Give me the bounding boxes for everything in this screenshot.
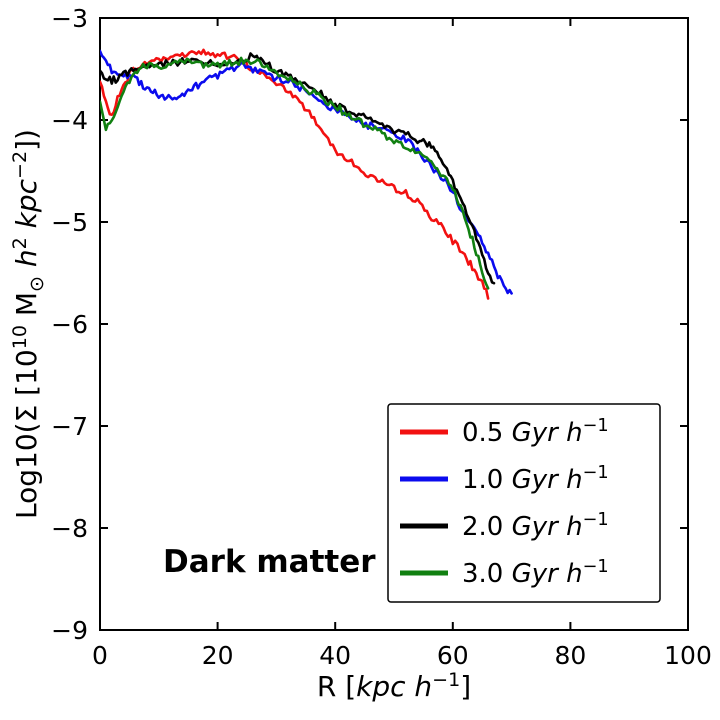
legend-label: 3.0 Gyr h−1 (462, 557, 609, 589)
x-tick-label: 100 (664, 641, 712, 670)
x-tick-label: 60 (437, 641, 469, 670)
y-tick-label: −9 (51, 616, 88, 645)
x-tick-labels: 0 20 40 60 80 100 (92, 641, 712, 670)
axis-ticks (99, 17, 689, 631)
series-line-1 (100, 49, 513, 295)
x-tick-label: 20 (202, 641, 234, 670)
series-line-3 (100, 56, 490, 290)
x-axis-label: R [kpc h−1] (317, 669, 471, 703)
legend-entry-0: 0.5 Gyr h−1 (400, 416, 609, 448)
x-tick-label: 80 (554, 641, 586, 670)
legend-frame (387, 403, 661, 603)
legend-label: 1.0 Gyr h−1 (462, 463, 609, 495)
y-axis-label: Log10(Σ [1010 M⊙ h2 kpc−2]) (9, 129, 48, 519)
legend-entry-3: 3.0 Gyr h−1 (400, 557, 609, 589)
y-tick-label: −7 (51, 412, 88, 441)
legend: 0.5 Gyr h−1 1.0 Gyr h−1 2.0 Gyr h−1 3.0 Gyr… (387, 403, 661, 603)
legend-label: 2.0 Gyr h−1 (462, 510, 609, 542)
y-tick-label: −4 (51, 106, 88, 135)
legend-entry-1: 1.0 Gyr h−1 (400, 463, 609, 495)
y-tick-label: −8 (51, 514, 88, 543)
y-tick-label: −5 (51, 208, 88, 237)
y-tick-label: −6 (51, 310, 88, 339)
legend-label: 0.5 Gyr h−1 (462, 416, 609, 448)
y-tick-labels: −3 −4 −5 −6 −7 −8 −9 (51, 4, 88, 645)
annotation-dark-matter: Dark matter (163, 544, 376, 580)
data-series (100, 48, 513, 300)
legend-entry-2: 2.0 Gyr h−1 (400, 510, 609, 542)
x-tick-label: 0 (92, 641, 108, 670)
series-line-0 (100, 48, 490, 300)
y-tick-label: −3 (51, 4, 88, 33)
x-tick-label: 40 (319, 641, 351, 670)
